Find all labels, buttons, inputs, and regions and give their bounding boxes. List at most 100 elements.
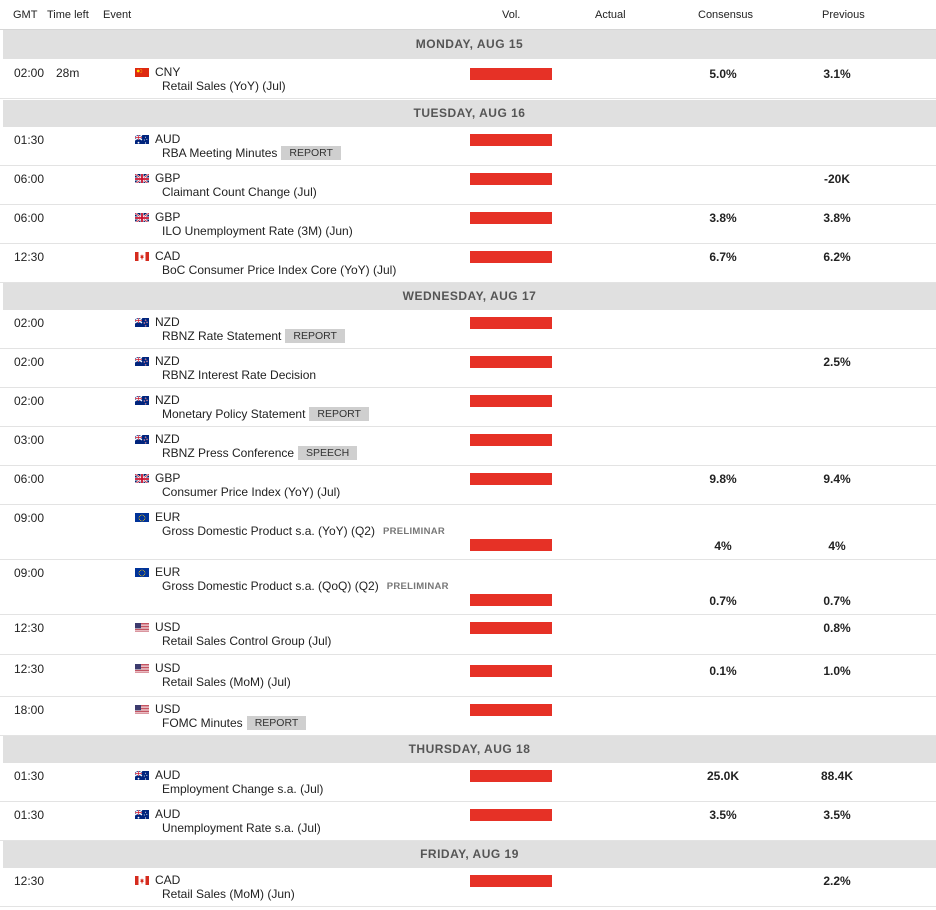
us-flag-icon	[135, 622, 149, 632]
previous-value: 6.2%	[823, 250, 851, 264]
event-name[interactable]: Retail Sales Control Group (Jul)	[162, 634, 332, 648]
event-name[interactable]: Retail Sales (YoY) (Jul)	[162, 79, 286, 93]
event-name[interactable]: RBNZ Press Conference	[162, 446, 295, 460]
currency-code: EUR	[155, 565, 181, 579]
volatility-bar	[470, 317, 552, 329]
event-row[interactable]: 09:00 EUR Gross Domestic Product s.a. (QoQ…	[0, 560, 936, 615]
event-name[interactable]: Claimant Count Change (Jul)	[162, 185, 317, 199]
event-title[interactable]: RBNZ Rate Statement REPORT	[162, 329, 345, 344]
volatility-bar	[470, 665, 552, 677]
event-title[interactable]: ILO Unemployment Rate (3M) (Jun)	[162, 224, 353, 238]
header-event[interactable]: Event	[103, 9, 132, 21]
currency-code: USD	[155, 661, 181, 675]
event-name[interactable]: Unemployment Rate s.a. (Jul)	[162, 821, 321, 835]
event-row[interactable]: 12:30 USD Retail Sales Control Group (Jul)…	[0, 615, 936, 655]
event-name[interactable]: Monetary Policy Statement	[162, 407, 306, 421]
event-title[interactable]: Gross Domestic Product s.a. (YoY) (Q2) PR…	[162, 524, 445, 538]
event-name[interactable]: Retail Sales (MoM) (Jun)	[162, 887, 295, 901]
event-row[interactable]: 18:00 USD FOMC Minutes REPORT	[0, 697, 936, 736]
event-row[interactable]: 06:00 GBP ILO Unemployment Rate (3M) (Jun)…	[0, 205, 936, 244]
header-previous[interactable]: Previous	[822, 9, 865, 21]
event-row[interactable]: 09:00 EUR Gross Domestic Product s.a. (YoY…	[0, 505, 936, 560]
ca-flag-icon	[135, 875, 149, 885]
au-flag-icon	[135, 134, 149, 144]
consensus-value: 3.5%	[709, 808, 737, 822]
event-title[interactable]: Monetary Policy Statement REPORT	[162, 407, 369, 422]
event-title[interactable]: Retail Sales (YoY) (Jul)	[162, 79, 286, 93]
event-title[interactable]: Retail Sales (MoM) (Jun)	[162, 887, 295, 901]
event-title[interactable]: FOMC Minutes REPORT	[162, 716, 307, 731]
event-type-badge: SPEECH	[298, 446, 358, 460]
event-title[interactable]: Claimant Count Change (Jul)	[162, 185, 317, 199]
consensus-value: 9.8%	[709, 472, 737, 486]
event-name[interactable]: Gross Domestic Product s.a. (YoY) (Q2)	[162, 524, 375, 538]
event-type-badge: REPORT	[309, 407, 369, 421]
event-title[interactable]: Retail Sales Control Group (Jul)	[162, 634, 331, 648]
event-time: 18:00	[14, 703, 45, 717]
header-gmt[interactable]: GMT	[13, 9, 38, 21]
header-time-left[interactable]: Time left	[47, 9, 89, 21]
volatility-bar	[470, 395, 552, 407]
event-name[interactable]: Consumer Price Index (YoY) (Jul)	[162, 485, 341, 499]
event-row[interactable]: 12:30 CAD Retail Sales (MoM) (Jun) 2.2%	[0, 868, 936, 907]
event-type-badge: REPORT	[281, 146, 341, 160]
currency-code: AUD	[155, 807, 181, 821]
event-row[interactable]: 06:00 GBP Consumer Price Index (YoY) (Jul)…	[0, 466, 936, 505]
event-name[interactable]: Employment Change s.a. (Jul)	[162, 782, 324, 796]
volatility-bar	[470, 704, 552, 716]
event-title[interactable]: Retail Sales (MoM) (Jul)	[162, 675, 291, 689]
event-name[interactable]: RBA Meeting Minutes	[162, 146, 278, 160]
currency-code: CNY	[155, 65, 181, 79]
event-time: 03:00	[14, 433, 45, 447]
day-header: WEDNESDAY, AUG 17	[3, 283, 936, 310]
cn-flag-icon	[135, 67, 149, 77]
event-time: 09:00	[14, 566, 45, 580]
currency-code: GBP	[155, 471, 181, 485]
au-flag-icon	[135, 770, 149, 780]
event-row[interactable]: 02:00 28m CNY Retail Sales (YoY) (Jul) 5.0% 3…	[0, 60, 936, 99]
event-row[interactable]: 02:00 NZD RBNZ Rate Statement REPORT	[0, 310, 936, 349]
currency-code: NZD	[155, 354, 180, 368]
currency-code: CAD	[155, 249, 181, 263]
previous-value: 88.4K	[820, 769, 854, 783]
volatility-bar	[470, 809, 552, 821]
event-row[interactable]: 01:30 AUD RBA Meeting Minutes REPORT	[0, 127, 936, 166]
gb-flag-icon	[135, 212, 149, 222]
event-time: 02:00	[14, 394, 45, 408]
event-title[interactable]: Employment Change s.a. (Jul)	[162, 782, 323, 796]
event-title[interactable]: RBNZ Press Conference SPEECH	[162, 446, 358, 461]
day-header: MONDAY, AUG 15	[3, 30, 936, 59]
preliminary-label: PRELIMINAR	[382, 526, 446, 537]
event-time: 01:30	[14, 133, 45, 147]
event-row[interactable]: 01:30 AUD Unemployment Rate s.a. (Jul) 3.5%…	[0, 802, 936, 841]
event-row[interactable]: 02:00 NZD Monetary Policy Statement REPORT	[0, 388, 936, 427]
event-name[interactable]: ILO Unemployment Rate (3M) (Jun)	[162, 224, 353, 238]
event-title[interactable]: Consumer Price Index (YoY) (Jul)	[162, 485, 340, 499]
event-title[interactable]: RBA Meeting Minutes REPORT	[162, 146, 341, 161]
event-time: 01:30	[14, 769, 45, 783]
event-name[interactable]: BoC Consumer Price Index Core (YoY) (Jul…	[162, 263, 397, 277]
currency-code: EUR	[155, 510, 181, 524]
header-volatility[interactable]: Vol.	[502, 9, 521, 21]
event-name[interactable]: Retail Sales (MoM) (Jul)	[162, 675, 291, 689]
event-title[interactable]: Gross Domestic Product s.a. (QoQ) (Q2) PR…	[162, 579, 449, 593]
event-row[interactable]: 02:00 NZD RBNZ Interest Rate Decision 2.5%	[0, 349, 936, 388]
event-name[interactable]: FOMC Minutes	[162, 716, 243, 730]
event-title[interactable]: RBNZ Interest Rate Decision	[162, 368, 316, 382]
event-title[interactable]: BoC Consumer Price Index Core (YoY) (Jul…	[162, 263, 396, 277]
event-row[interactable]: 01:30 AUD Employment Change s.a. (Jul) 25.0…	[0, 763, 936, 802]
event-name[interactable]: RBNZ Rate Statement	[162, 329, 282, 343]
header-consensus[interactable]: Consensus	[698, 9, 754, 21]
event-title[interactable]: Unemployment Rate s.a. (Jul)	[162, 821, 321, 835]
event-row[interactable]: 12:30 USD Retail Sales (MoM) (Jul) 0.1% 1.0%	[0, 656, 936, 697]
consensus-value: 6.7%	[709, 250, 737, 264]
event-row[interactable]: 06:00 GBP Claimant Count Change (Jul) -20K	[0, 166, 936, 205]
header-actual[interactable]: Actual	[595, 9, 626, 21]
event-row[interactable]: 12:30 CAD BoC Consumer Price Index Core (Y…	[0, 244, 936, 283]
event-name[interactable]: RBNZ Interest Rate Decision	[162, 368, 317, 382]
volatility-bar	[470, 622, 552, 634]
previous-value: 3.5%	[823, 808, 851, 822]
us-flag-icon	[135, 663, 149, 673]
event-row[interactable]: 03:00 NZD RBNZ Press Conference SPEECH	[0, 427, 936, 466]
event-name[interactable]: Gross Domestic Product s.a. (QoQ) (Q2)	[162, 579, 379, 593]
